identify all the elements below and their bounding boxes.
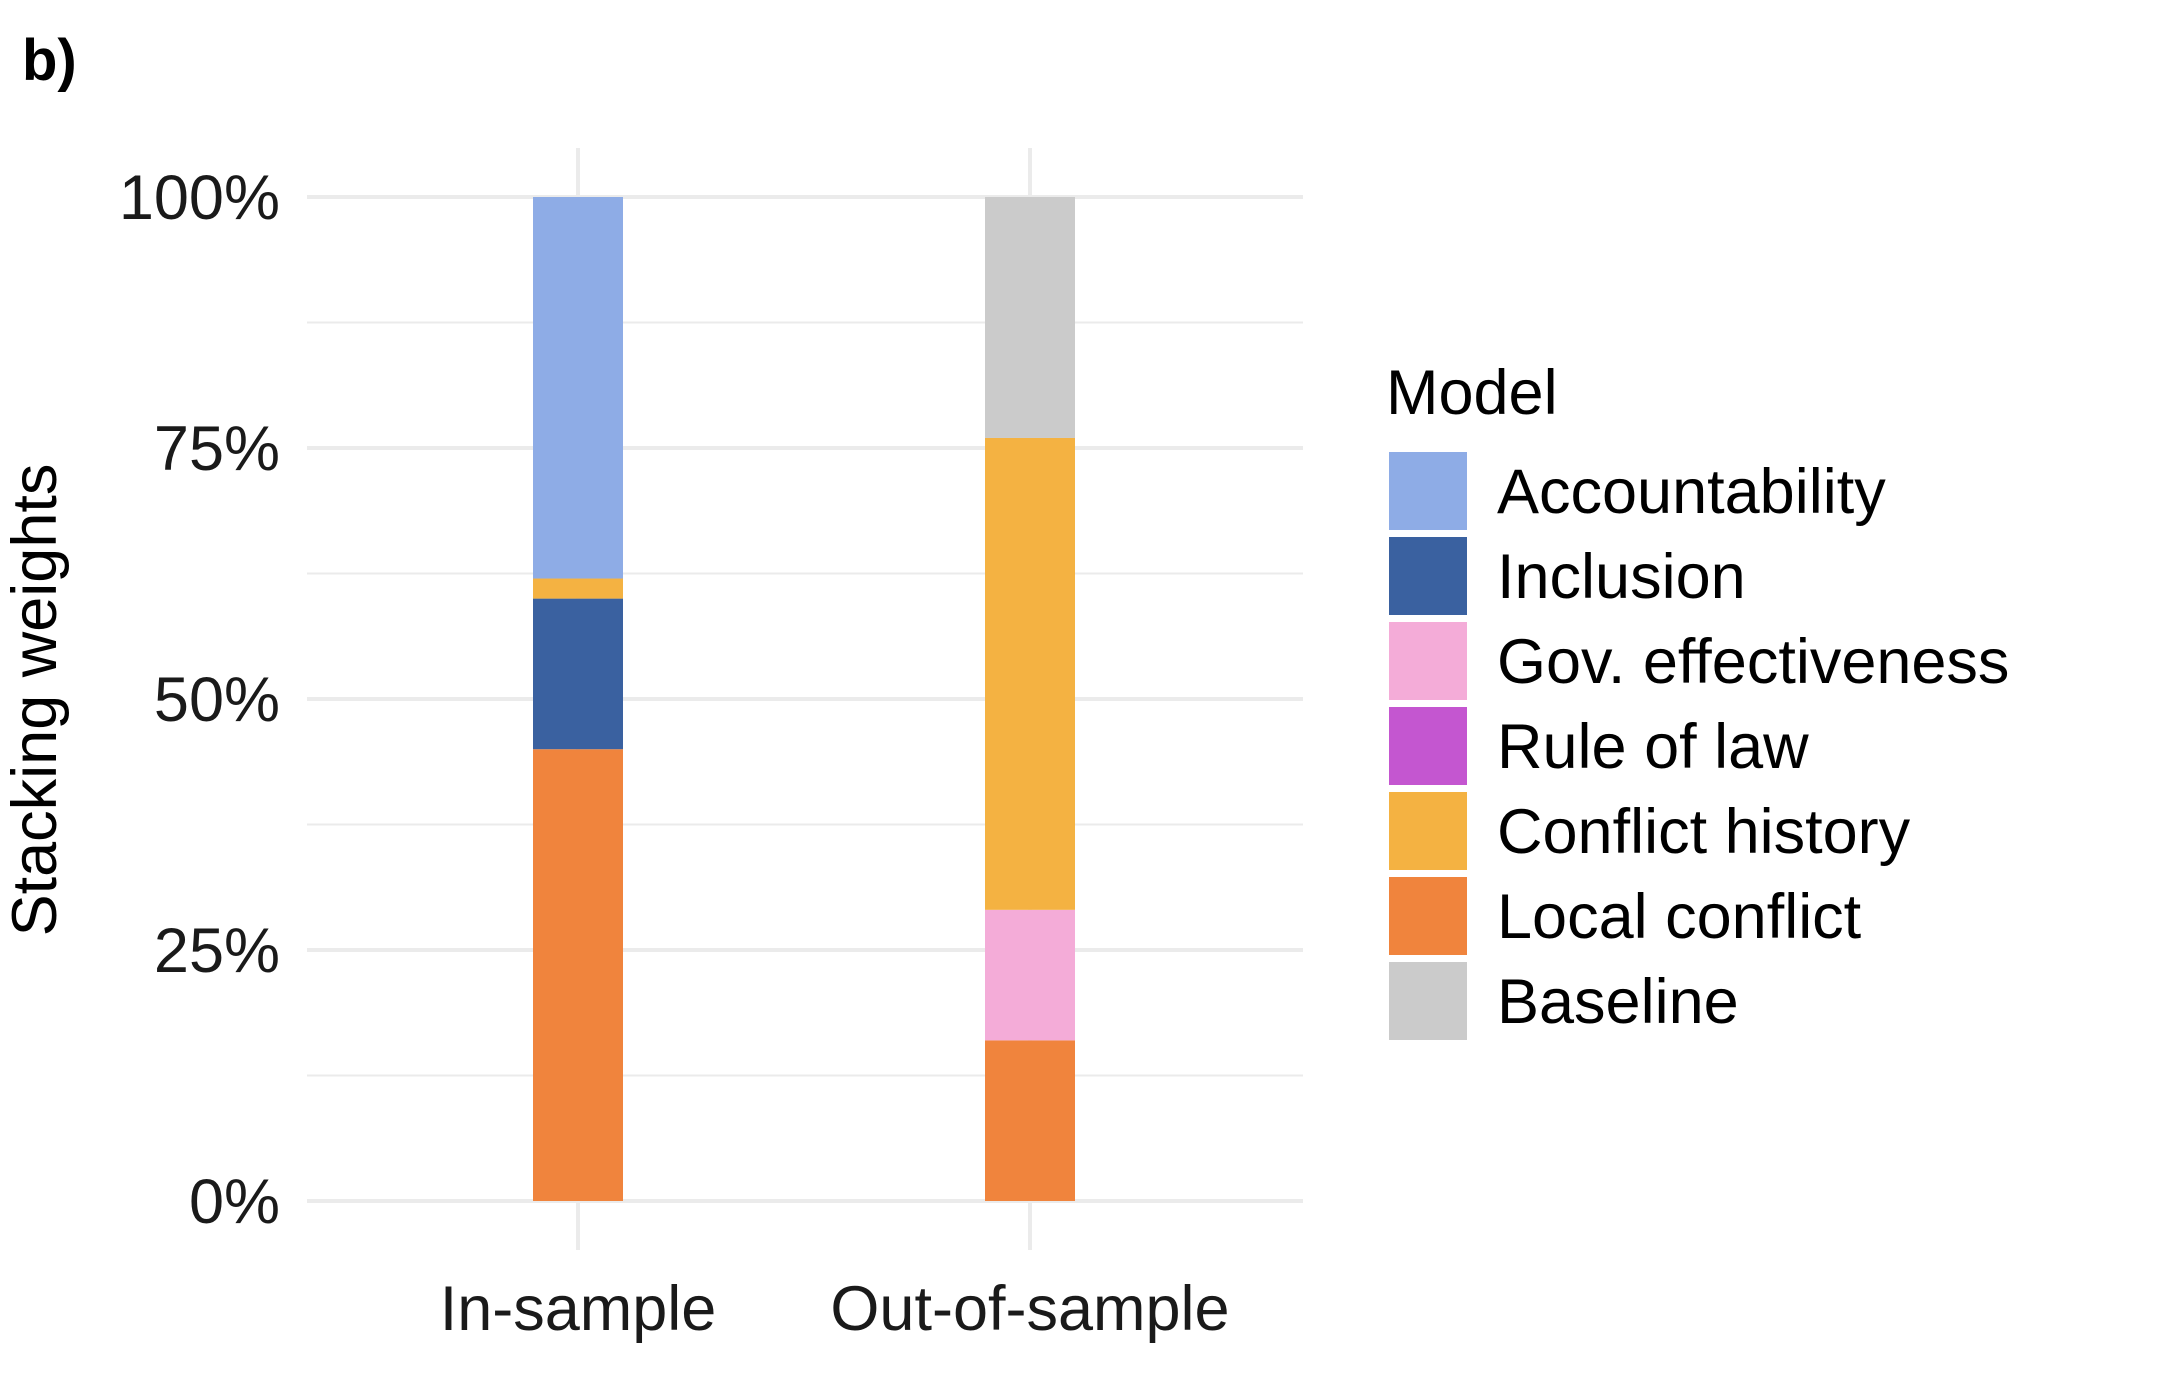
y-tick-label: 0% [189,1167,280,1237]
panel-label: b) [22,28,77,93]
y-axis-title: Stacking weights [0,464,70,937]
legend-key-conflict-history [1389,792,1467,870]
x-tick-label: Out-of-sample [830,1274,1229,1344]
y-tick-labels: 0% 25% 50% 75% 100% [119,163,280,1237]
bar-segment-in-sample-local-conflict [533,749,623,1201]
x-tick-label: In-sample [440,1274,717,1344]
bar-segment-in-sample-inclusion [533,598,623,750]
legend-label-inclusion: Inclusion [1497,542,1746,612]
legend-key-accountability [1389,452,1467,530]
legend-label-accountability: Accountability [1497,457,1886,527]
bars [533,197,1075,1201]
legend-label-conflict-history: Conflict history [1497,797,1911,867]
legend-label-gov-effectiveness: Gov. effectiveness [1497,627,2009,697]
y-tick-label: 25% [154,916,280,986]
bar-segment-in-sample-conflict-history [533,578,623,599]
bar-segment-out-of-sample-baseline [985,197,1075,438]
legend-label-local-conflict: Local conflict [1497,882,1862,952]
legend-key-gov-effectiveness [1389,622,1467,700]
legend-key-local-conflict [1389,877,1467,955]
y-tick-label: 50% [154,665,280,735]
bar-segment-out-of-sample-local-conflict [985,1040,1075,1201]
bar-segment-out-of-sample-gov-effectiveness [985,909,1075,1041]
bar-segment-out-of-sample-conflict-history [985,437,1075,910]
legend-title: Model [1386,358,1558,428]
y-tick-label: 100% [119,163,280,233]
x-tick-labels: In-sample Out-of-sample [440,1274,1230,1344]
legend-label-baseline: Baseline [1497,967,1739,1037]
legend-key-inclusion [1389,537,1467,615]
bar-segment-in-sample-accountability [533,197,623,579]
grid-lines [307,148,1303,1250]
legend: Model Accountability Inclusion Gov. effect… [1386,358,2009,1040]
legend-key-rule-of-law [1389,707,1467,785]
legend-label-rule-of-law: Rule of law [1497,712,1809,782]
legend-key-baseline [1389,962,1467,1040]
y-tick-label: 75% [154,414,280,484]
